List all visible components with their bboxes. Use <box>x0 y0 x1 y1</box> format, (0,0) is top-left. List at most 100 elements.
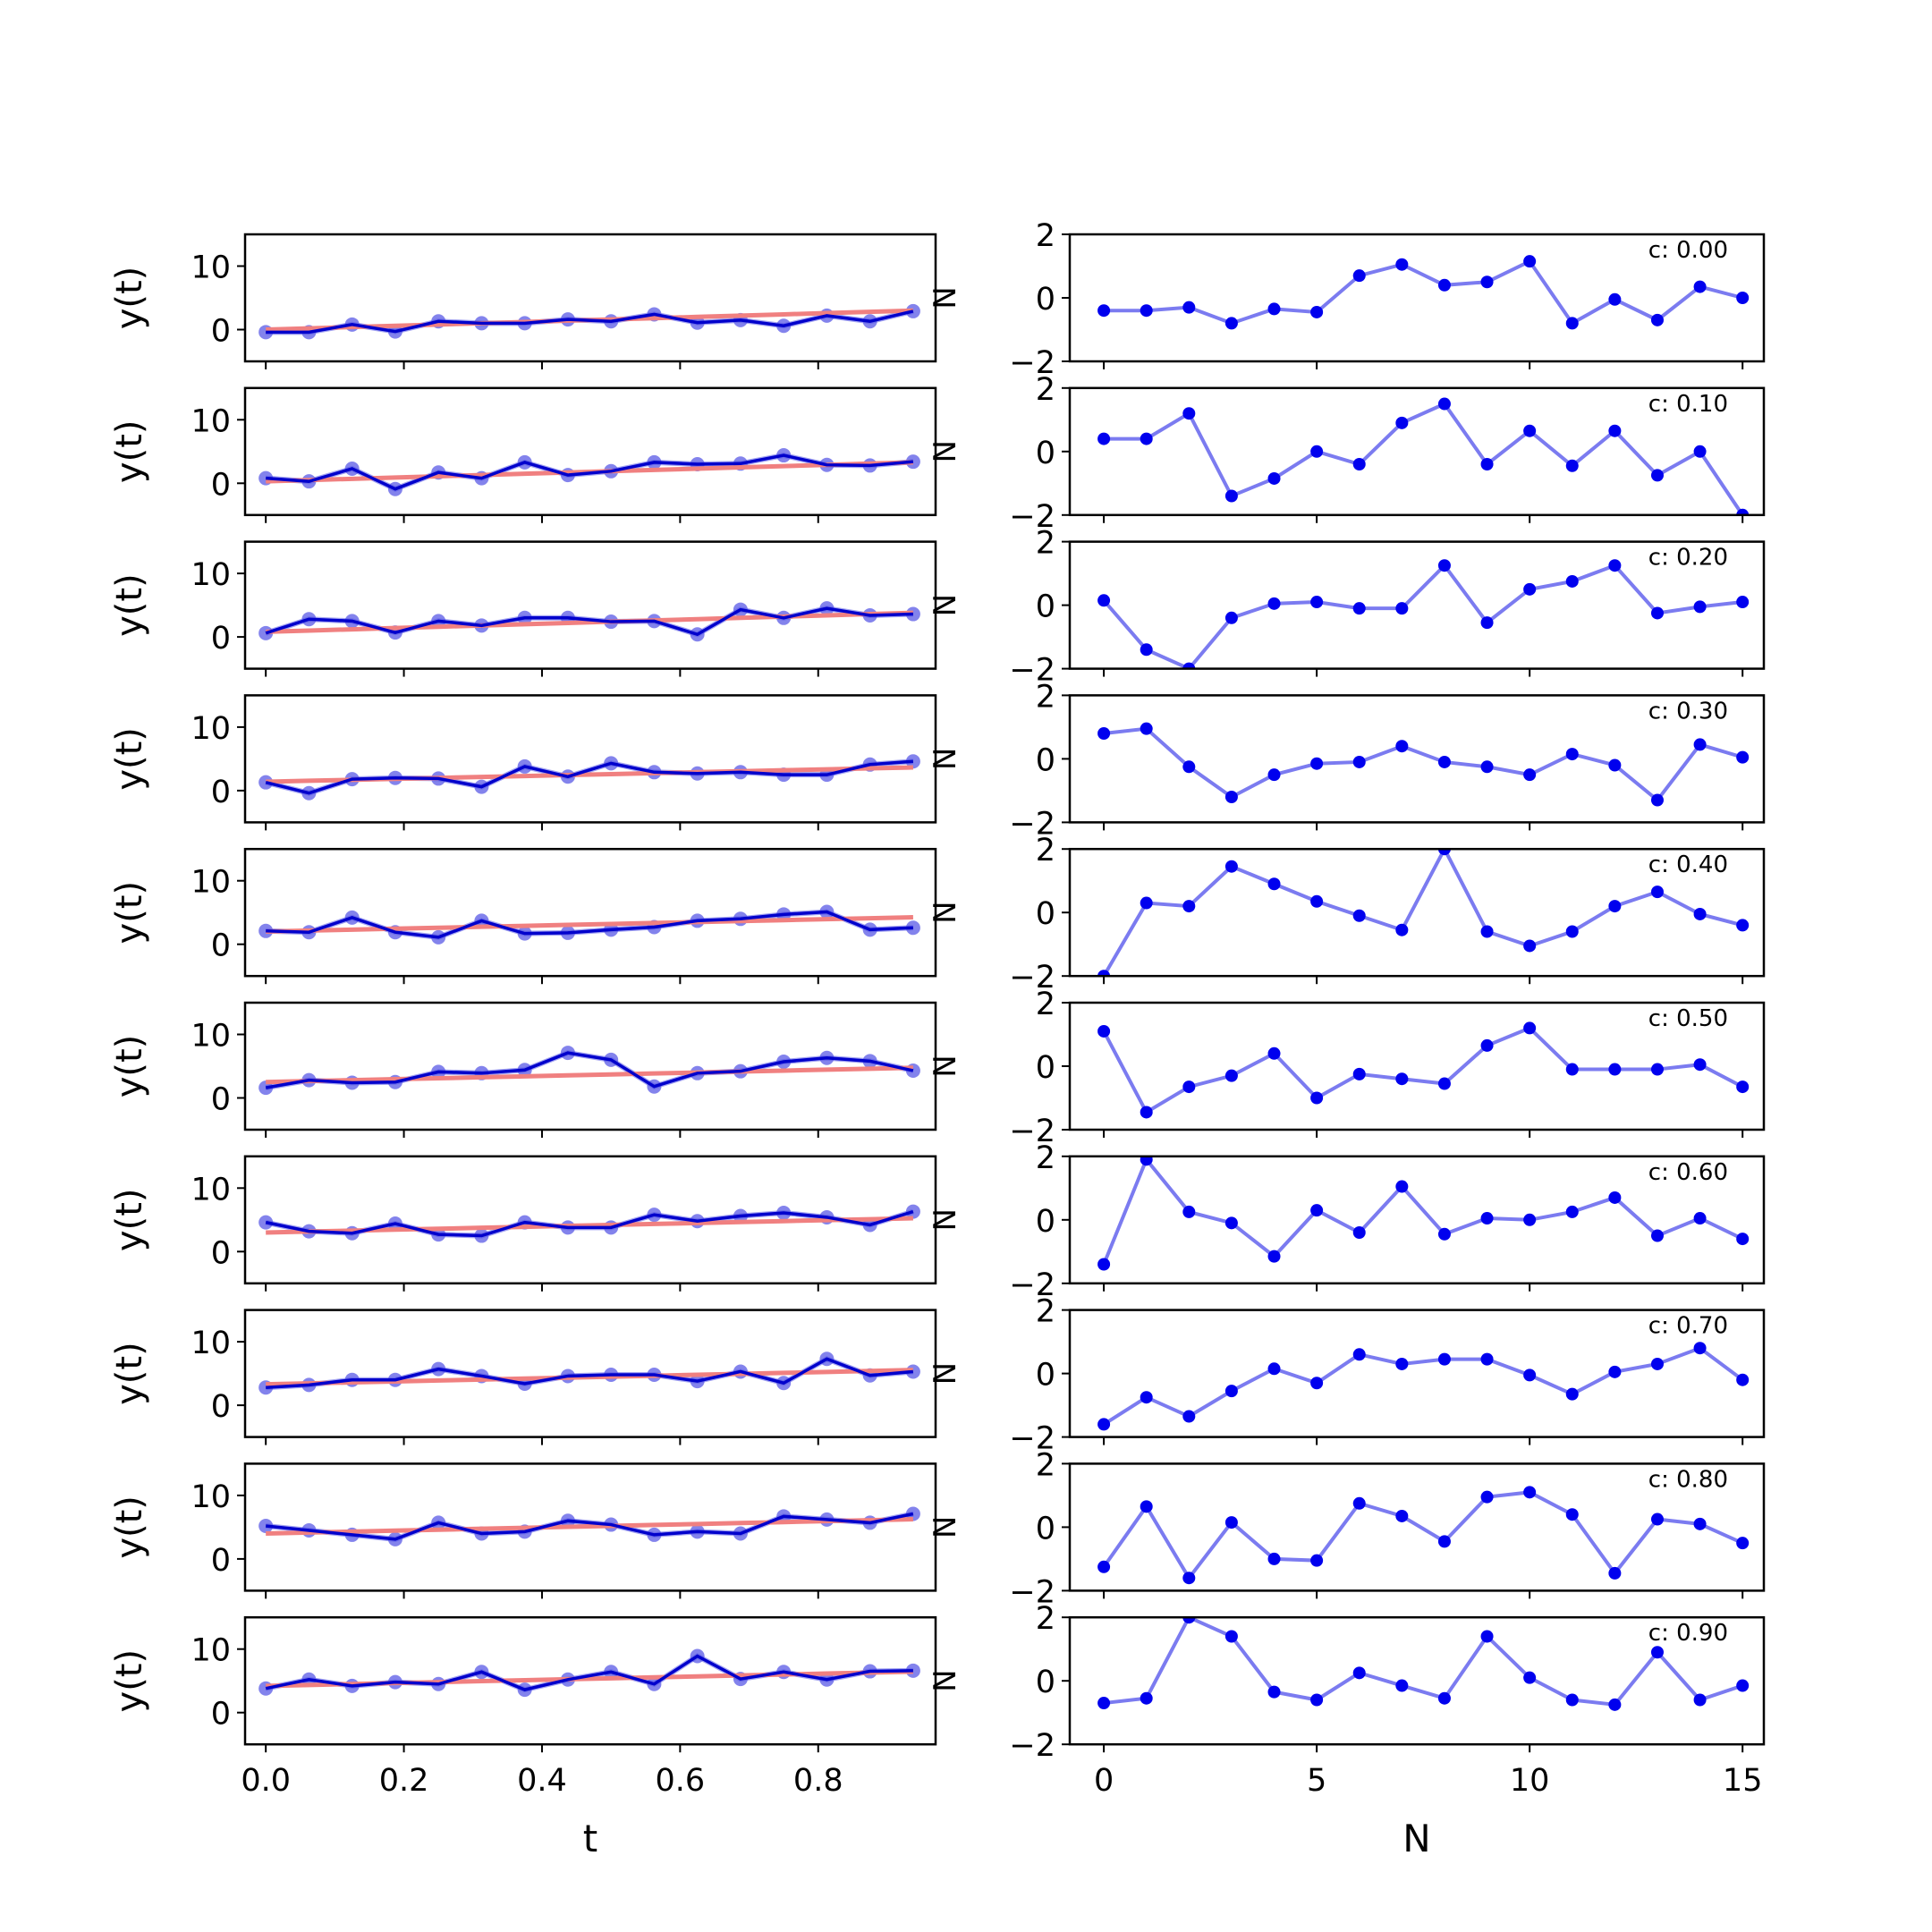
residual-point <box>1097 432 1111 445</box>
x-tick-label: 0.2 <box>379 1763 429 1799</box>
residual-point <box>1693 1212 1707 1225</box>
residual-point <box>1267 1552 1281 1565</box>
residual-point <box>1140 1500 1153 1513</box>
residual-point <box>1097 1560 1111 1573</box>
axes-frame <box>1068 540 1766 670</box>
residual-point <box>1140 304 1153 318</box>
residual-point <box>1267 1046 1281 1060</box>
residual-point <box>1352 458 1366 470</box>
plot-area <box>1097 1156 1750 1271</box>
observed-line <box>265 1512 914 1541</box>
y-tick-label: 0 <box>1036 896 1055 932</box>
residual-point <box>1650 793 1664 807</box>
residual-point <box>1608 1063 1622 1076</box>
axes-frame <box>243 847 937 978</box>
residual-point <box>1608 900 1622 913</box>
residual-point <box>1608 292 1622 306</box>
y-tick-label: 0 <box>1036 1665 1055 1700</box>
right-panel-10: −2 0 2 Nc: 0.90 0 5 10 15 <box>928 1601 1766 1799</box>
plot-area <box>258 1046 920 1096</box>
plot-area <box>258 601 920 642</box>
y-axis-label: y(t) <box>109 573 150 637</box>
right-panel-5: −2 0 2 Nc: 0.40 <box>928 833 1766 996</box>
y-axis-label: N <box>928 594 963 616</box>
residual-point <box>1480 760 1494 774</box>
residual-point <box>1437 278 1451 292</box>
residual-point <box>1480 1490 1494 1504</box>
residual-point <box>1437 1352 1451 1366</box>
residual-point <box>1608 1698 1622 1711</box>
y-axis-label: y(t) <box>109 1342 150 1405</box>
residual-point <box>1736 596 1750 609</box>
y-axis-label: N <box>928 901 963 923</box>
y-tick-label: 2 <box>1036 987 1055 1022</box>
residual-point <box>1140 432 1153 445</box>
y-tick-label: −2 <box>1009 653 1055 689</box>
residual-point <box>1310 445 1324 458</box>
residual-point <box>1693 1517 1707 1530</box>
plot-area <box>1097 255 1750 330</box>
y-tick-label: 2 <box>1036 1140 1055 1176</box>
y-tick-label: 2 <box>1036 679 1055 715</box>
residual-point <box>1608 1365 1622 1378</box>
residual-point <box>1650 1513 1664 1526</box>
axes-frame <box>1068 694 1766 824</box>
residual-point <box>1395 1679 1409 1692</box>
residual-point <box>1310 894 1324 908</box>
right-panel-1: −2 0 2 Nc: 0.00 <box>928 218 1766 381</box>
observed-line <box>265 1051 914 1089</box>
residual-point <box>1182 900 1196 913</box>
residual-point <box>1267 768 1281 782</box>
x-tick-label: 0 <box>1094 1763 1114 1799</box>
residual-point <box>1736 292 1750 304</box>
left-panel-10: 0 10 y(t) 0.0 0.2 0.4 0.6 0.8 <box>109 1615 937 1799</box>
residual-point <box>1097 304 1111 318</box>
right-x-axis-label: N <box>1402 1817 1430 1860</box>
y-tick-label: 0 <box>211 1389 231 1425</box>
residual-point <box>1693 280 1707 293</box>
y-tick-label: 0 <box>211 621 231 657</box>
axes-frame <box>243 694 937 824</box>
residual-point <box>1182 1205 1196 1218</box>
residual-point <box>1182 662 1196 669</box>
residual-point <box>1480 275 1494 289</box>
observed-line <box>265 759 914 795</box>
residual-point <box>1097 970 1111 977</box>
panel-annotation: c: 0.10 <box>1648 391 1728 418</box>
residual-point <box>1736 1080 1750 1094</box>
y-tick-label: 10 <box>191 557 231 593</box>
residual-point <box>1565 459 1579 472</box>
residual-point <box>1224 860 1238 873</box>
residual-point <box>1480 458 1494 470</box>
residual-line <box>1102 849 1743 977</box>
residual-point <box>1480 1352 1494 1366</box>
residual-point <box>1565 1387 1579 1401</box>
y-axis-label: y(t) <box>109 881 150 945</box>
residual-point <box>1224 1630 1238 1643</box>
axes-frame <box>243 1462 937 1592</box>
residual-point <box>1523 1486 1537 1499</box>
residual-line <box>1102 563 1743 669</box>
y-tick-label: 10 <box>191 1019 231 1055</box>
axes-frame <box>1068 1615 1766 1746</box>
y-tick-label: −2 <box>1009 345 1055 381</box>
residual-point <box>1395 1357 1409 1370</box>
residual-point <box>1736 1233 1750 1246</box>
axes-frame <box>1068 233 1766 363</box>
residual-point <box>1650 1063 1664 1076</box>
axes-frame <box>243 1001 937 1131</box>
residual-point <box>1523 1213 1537 1226</box>
left-x-axis-label: t <box>583 1817 597 1860</box>
residual-point <box>1608 758 1622 772</box>
residual-point <box>1650 1357 1664 1370</box>
y-tick-label: 0 <box>1036 1050 1055 1086</box>
axes-frame <box>243 1615 937 1746</box>
axes-frame <box>1068 1001 1766 1131</box>
plot-area <box>258 1352 920 1395</box>
residual-point <box>1565 1205 1579 1218</box>
plot-area <box>1097 1342 1750 1431</box>
residual-point <box>1224 611 1238 624</box>
panel-annotation: c: 0.80 <box>1648 1466 1728 1493</box>
axes-frame <box>243 1155 937 1285</box>
residual-point <box>1310 1377 1324 1390</box>
